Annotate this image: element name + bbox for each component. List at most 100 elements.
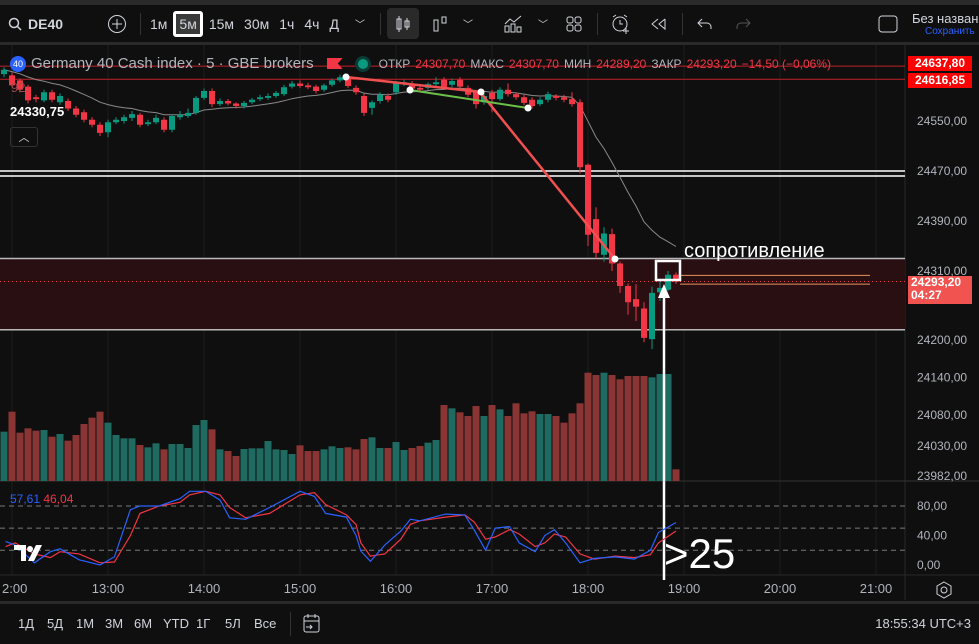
interval-30м[interactable]: 30м bbox=[244, 15, 270, 32]
range-5Д[interactable]: 5Д bbox=[47, 616, 64, 631]
alert-button[interactable] bbox=[610, 5, 632, 42]
market-status-icon bbox=[357, 58, 368, 69]
candle-body bbox=[609, 234, 615, 264]
candle bbox=[73, 106, 79, 118]
chart-type-dropdown[interactable]: ﹀ bbox=[463, 5, 473, 42]
volume-bar bbox=[384, 448, 392, 481]
volume-bar bbox=[136, 445, 144, 481]
interval-1м[interactable]: 1м bbox=[150, 15, 168, 32]
volume-bar bbox=[304, 451, 312, 481]
candle bbox=[161, 117, 167, 133]
undo-button[interactable] bbox=[696, 5, 714, 42]
symbol-name: DE40 bbox=[28, 15, 64, 32]
volume-bar bbox=[440, 405, 448, 481]
candle-body bbox=[481, 96, 487, 103]
volume-bar bbox=[184, 448, 192, 481]
candle-body bbox=[33, 97, 39, 100]
layout-name[interactable]: Без назван bbox=[912, 11, 979, 26]
candle bbox=[561, 94, 567, 103]
interval-15м[interactable]: 15м bbox=[208, 15, 235, 32]
volume-bar bbox=[96, 411, 104, 481]
interval-dropdown[interactable]: ﹀ bbox=[355, 5, 365, 42]
volume-bar bbox=[568, 413, 576, 481]
candle bbox=[81, 109, 87, 123]
candles-icon bbox=[396, 15, 410, 32]
candle-body bbox=[273, 92, 279, 96]
search-icon bbox=[8, 17, 22, 31]
chart-type-bars-button[interactable] bbox=[430, 5, 450, 42]
price-axis-label: 23982,00 bbox=[917, 469, 967, 483]
candle bbox=[281, 84, 287, 96]
interval-1ч[interactable]: 1ч bbox=[279, 15, 295, 32]
candle-body bbox=[1, 69, 7, 75]
bottom-toolbar: 1Д 5Д 1М 3М 6М YTD 1Г 5Л Все 18:55:34 UTC+3 bbox=[0, 604, 979, 644]
range-5Л[interactable]: 5Л bbox=[225, 616, 241, 631]
range-1Г[interactable]: 1Г bbox=[196, 616, 211, 631]
range-3М[interactable]: 3М bbox=[105, 616, 124, 631]
symbol-search[interactable]: DE40 bbox=[8, 5, 63, 42]
layout-button[interactable] bbox=[565, 5, 583, 42]
range-1Д[interactable]: 1Д bbox=[18, 616, 35, 631]
candle bbox=[41, 89, 47, 103]
save-link[interactable]: Сохранить bbox=[925, 26, 975, 37]
stoch-d-value: 46,04 bbox=[43, 492, 74, 506]
candle-body bbox=[529, 99, 535, 106]
volume-bar bbox=[216, 449, 224, 481]
candle bbox=[545, 91, 551, 103]
candle bbox=[449, 78, 455, 88]
gear-icon bbox=[936, 581, 952, 599]
replay-button[interactable] bbox=[650, 5, 668, 42]
volume-bar bbox=[280, 450, 288, 481]
volume-bar bbox=[672, 469, 680, 481]
range-6М[interactable]: 6М bbox=[134, 616, 153, 631]
volume-bar bbox=[208, 429, 216, 481]
go-to-date-button[interactable] bbox=[302, 612, 322, 637]
axis-settings-button[interactable] bbox=[934, 580, 954, 600]
volume-bar bbox=[24, 428, 32, 481]
candle bbox=[361, 93, 367, 116]
indicators-dropdown[interactable]: ﹀ bbox=[538, 5, 548, 42]
flag-icon[interactable] bbox=[326, 58, 343, 69]
legend-title[interactable]: Germany 40 Cash index · 5 · GBE brokers bbox=[31, 55, 314, 72]
volume-bar bbox=[144, 447, 152, 481]
volume-bar bbox=[168, 444, 176, 481]
chart-type-candles-button[interactable] bbox=[387, 8, 419, 39]
volume-bar bbox=[448, 408, 456, 481]
high-value: 24307,70 bbox=[508, 56, 559, 71]
interval-Д[interactable]: Д bbox=[329, 15, 339, 32]
candle-body bbox=[305, 85, 311, 88]
indicators-button[interactable] bbox=[503, 5, 523, 42]
volume-bar bbox=[72, 435, 80, 481]
candle bbox=[289, 81, 295, 89]
clock[interactable]: 18:55:34 UTC+3 bbox=[875, 616, 971, 631]
fullscreen-icon bbox=[878, 15, 898, 32]
candle-body bbox=[673, 274, 679, 282]
price-axis-label: 24390,00 bbox=[917, 214, 967, 228]
fullscreen-button[interactable] bbox=[878, 5, 898, 42]
arrow-up-icon bbox=[658, 284, 670, 298]
candle-body bbox=[25, 86, 31, 101]
interval-4ч[interactable]: 4ч bbox=[304, 15, 320, 32]
collapse-legend-button[interactable]: ︿ bbox=[10, 127, 38, 147]
candle bbox=[641, 302, 647, 343]
candle bbox=[273, 91, 279, 98]
range-1М[interactable]: 1М bbox=[76, 616, 95, 631]
trendline-anchor bbox=[611, 255, 619, 263]
candle bbox=[9, 72, 15, 88]
volume-bar bbox=[376, 448, 384, 481]
range-Все[interactable]: Все bbox=[254, 616, 277, 631]
chevron-up-icon: ︿ bbox=[18, 132, 30, 144]
chart-legend: 40 Germany 40 Cash index · 5 · GBE broke… bbox=[10, 55, 831, 72]
volume-bar bbox=[56, 434, 64, 481]
current-price-marker: 24293,20 04:27 bbox=[908, 276, 972, 304]
interval-5м[interactable]: 5м bbox=[173, 10, 203, 37]
range-YTD[interactable]: YTD bbox=[163, 616, 189, 631]
candle-body bbox=[9, 75, 15, 86]
undo-icon bbox=[697, 18, 712, 29]
candle bbox=[137, 112, 143, 128]
candle-body bbox=[313, 86, 319, 91]
compare-button[interactable] bbox=[106, 5, 128, 42]
candle-body bbox=[97, 124, 103, 133]
tradingview-logo[interactable] bbox=[14, 545, 46, 563]
